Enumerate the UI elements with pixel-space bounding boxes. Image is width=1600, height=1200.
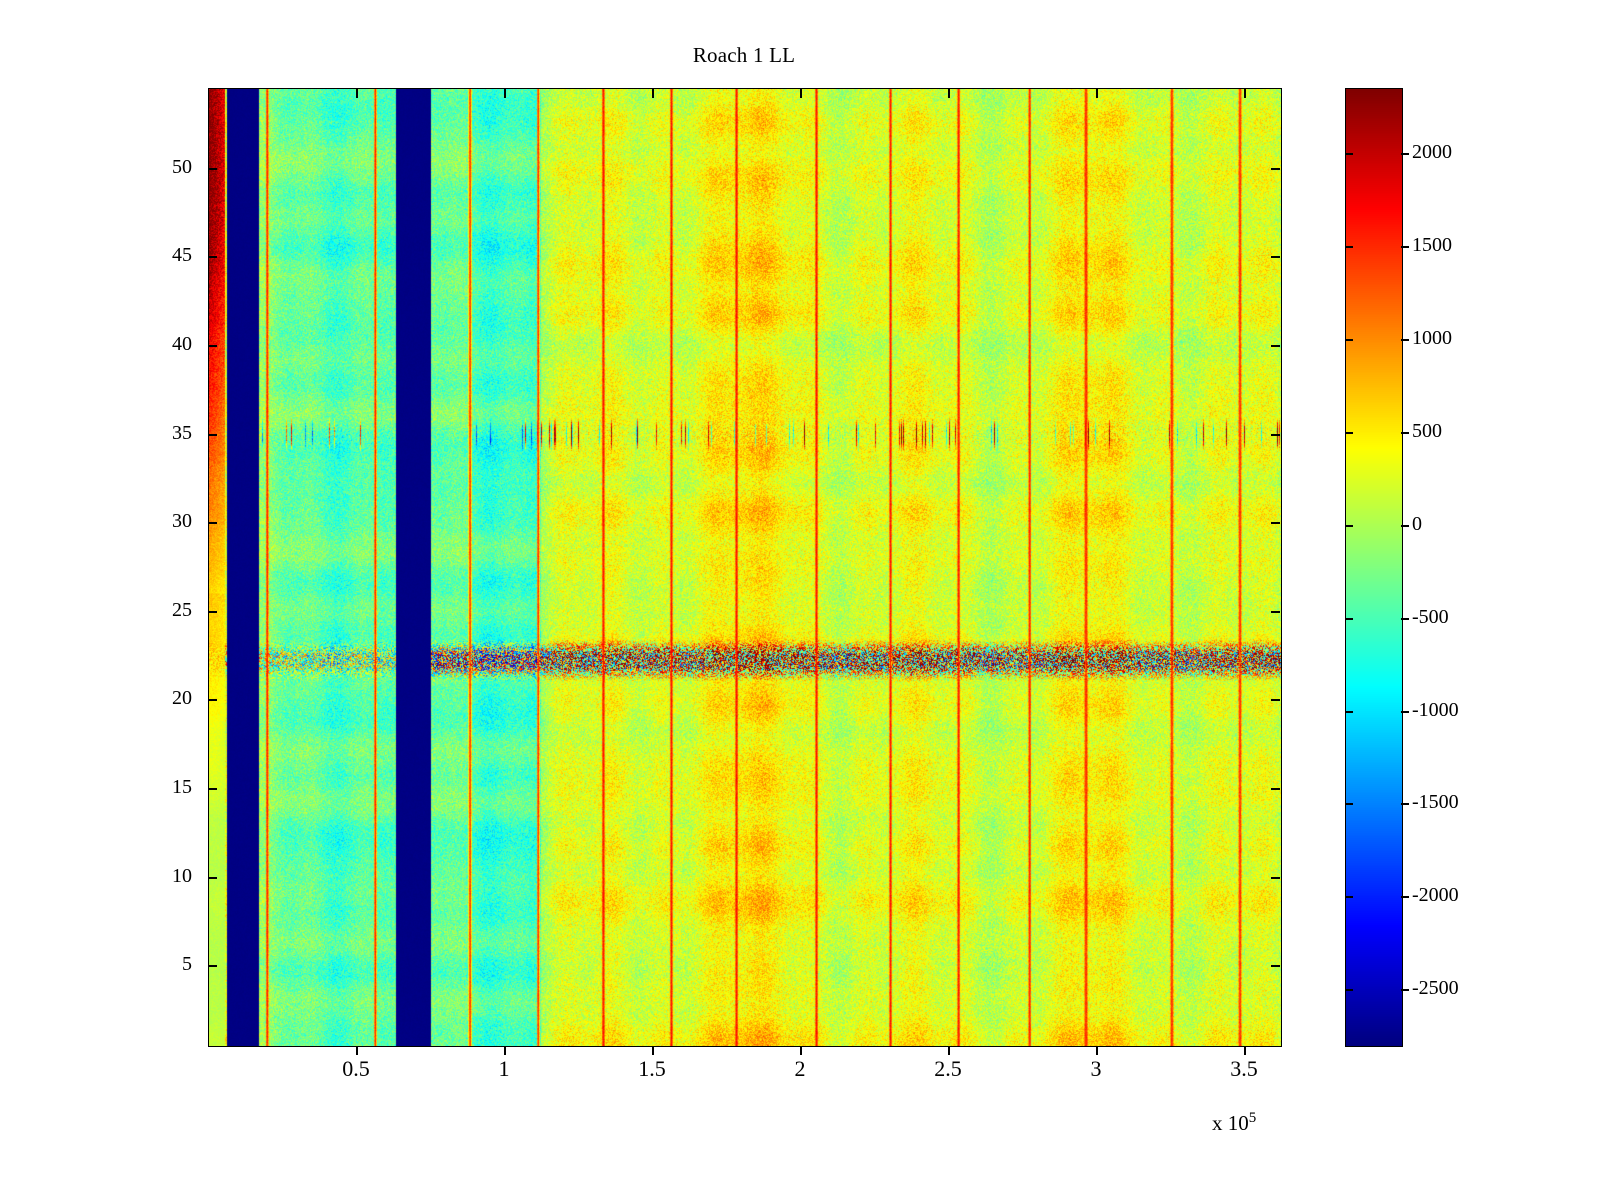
colorbar-tick-label: 500 bbox=[1412, 420, 1442, 442]
colorbar-tick-mark bbox=[1345, 246, 1353, 248]
colorbar-tick-mark-mirror bbox=[1401, 339, 1409, 341]
colorbar-tick-mark bbox=[1345, 432, 1353, 434]
y-tick-mark bbox=[208, 965, 217, 967]
y-tick-mark-mirror bbox=[1271, 788, 1280, 790]
x-tick-mark bbox=[652, 1046, 654, 1055]
heatmap-axes[interactable] bbox=[208, 88, 1282, 1047]
y-tick-label: 45 bbox=[172, 244, 192, 266]
y-tick-mark bbox=[208, 345, 217, 347]
heatmap-image bbox=[209, 89, 1281, 1046]
colorbar-tick-mark bbox=[1345, 339, 1353, 341]
x-tick-label: 1 bbox=[498, 1056, 510, 1081]
y-tick-label: 15 bbox=[172, 776, 192, 798]
colorbar-tick-mark-mirror bbox=[1401, 246, 1409, 248]
colorbar-tick-mark bbox=[1345, 896, 1353, 898]
y-tick-mark bbox=[208, 611, 217, 613]
x-tick-mark bbox=[1244, 1046, 1246, 1055]
x-tick-mark bbox=[800, 1046, 802, 1055]
y-tick-mark bbox=[208, 522, 217, 524]
y-tick-mark-mirror bbox=[1271, 168, 1280, 170]
colorbar-tick-mark-mirror bbox=[1401, 711, 1409, 713]
x-axis-exponent-label: x 105 bbox=[1212, 1110, 1257, 1135]
x-tick-label: 0.5 bbox=[342, 1056, 370, 1081]
x-tick-mark-mirror bbox=[1244, 89, 1246, 98]
y-tick-mark-mirror bbox=[1271, 434, 1280, 436]
y-tick-mark bbox=[208, 788, 217, 790]
colorbar-tick-mark-mirror bbox=[1401, 618, 1409, 620]
colorbar-tick-label: -2000 bbox=[1412, 884, 1459, 906]
y-tick-mark bbox=[208, 434, 217, 436]
y-tick-mark-mirror bbox=[1271, 256, 1280, 258]
y-tick-label: 10 bbox=[172, 865, 192, 887]
y-tick-label: 35 bbox=[172, 422, 192, 444]
colorbar-tick-label: 1500 bbox=[1412, 234, 1452, 256]
x-axis-exponent-value: 5 bbox=[1248, 1110, 1257, 1126]
x-tick-label: 2 bbox=[794, 1056, 806, 1081]
x-tick-mark-mirror bbox=[504, 89, 506, 98]
colorbar-tick-label: -1500 bbox=[1412, 791, 1459, 813]
x-tick-mark bbox=[356, 1046, 358, 1055]
colorbar[interactable] bbox=[1345, 88, 1403, 1047]
colorbar-tick-mark bbox=[1345, 803, 1353, 805]
colorbar-gradient bbox=[1346, 89, 1402, 1046]
y-tick-mark bbox=[208, 699, 217, 701]
x-tick-mark bbox=[504, 1046, 506, 1055]
y-tick-label: 30 bbox=[172, 510, 192, 532]
colorbar-tick-mark bbox=[1345, 618, 1353, 620]
y-tick-mark-mirror bbox=[1271, 699, 1280, 701]
x-tick-mark-mirror bbox=[356, 89, 358, 98]
y-tick-label: 5 bbox=[182, 953, 192, 975]
colorbar-tick-mark bbox=[1345, 153, 1353, 155]
x-axis-exponent-prefix: x 10 bbox=[1212, 1111, 1249, 1135]
colorbar-tick-mark-mirror bbox=[1401, 525, 1409, 527]
x-tick-mark-mirror bbox=[948, 89, 950, 98]
y-tick-mark-mirror bbox=[1271, 345, 1280, 347]
y-tick-label: 50 bbox=[172, 156, 192, 178]
x-tick-label: 1.5 bbox=[638, 1056, 666, 1081]
y-tick-mark-mirror bbox=[1271, 965, 1280, 967]
colorbar-tick-mark bbox=[1345, 989, 1353, 991]
x-tick-mark bbox=[948, 1046, 950, 1055]
y-tick-label: 25 bbox=[172, 599, 192, 621]
colorbar-tick-mark bbox=[1345, 711, 1353, 713]
y-tick-mark-mirror bbox=[1271, 877, 1280, 879]
page-title: Roach 1 LL bbox=[692, 43, 796, 67]
x-tick-label: 3 bbox=[1090, 1056, 1102, 1081]
colorbar-tick-label: -500 bbox=[1412, 606, 1449, 628]
y-tick-mark bbox=[208, 168, 217, 170]
y-tick-label: 20 bbox=[172, 687, 192, 709]
y-tick-mark bbox=[208, 877, 217, 879]
colorbar-tick-mark-mirror bbox=[1401, 896, 1409, 898]
colorbar-tick-mark-mirror bbox=[1401, 432, 1409, 434]
x-tick-mark-mirror bbox=[1096, 89, 1098, 98]
y-tick-mark bbox=[208, 256, 217, 258]
colorbar-tick-mark-mirror bbox=[1401, 153, 1409, 155]
y-tick-label: 40 bbox=[172, 333, 192, 355]
x-tick-label: 3.5 bbox=[1230, 1056, 1258, 1081]
colorbar-tick-mark-mirror bbox=[1401, 803, 1409, 805]
colorbar-tick-label: -2500 bbox=[1412, 977, 1459, 999]
colorbar-tick-label: 2000 bbox=[1412, 141, 1452, 163]
x-tick-mark-mirror bbox=[800, 89, 802, 98]
colorbar-tick-mark bbox=[1345, 525, 1353, 527]
x-tick-label: 2.5 bbox=[934, 1056, 962, 1081]
x-tick-mark bbox=[1096, 1046, 1098, 1055]
x-tick-mark-mirror bbox=[652, 89, 654, 98]
y-tick-mark-mirror bbox=[1271, 611, 1280, 613]
colorbar-tick-label: -1000 bbox=[1412, 699, 1459, 721]
colorbar-tick-label: 1000 bbox=[1412, 327, 1452, 349]
y-tick-mark-mirror bbox=[1271, 522, 1280, 524]
colorbar-tick-label: 0 bbox=[1412, 513, 1422, 535]
colorbar-tick-mark-mirror bbox=[1401, 989, 1409, 991]
